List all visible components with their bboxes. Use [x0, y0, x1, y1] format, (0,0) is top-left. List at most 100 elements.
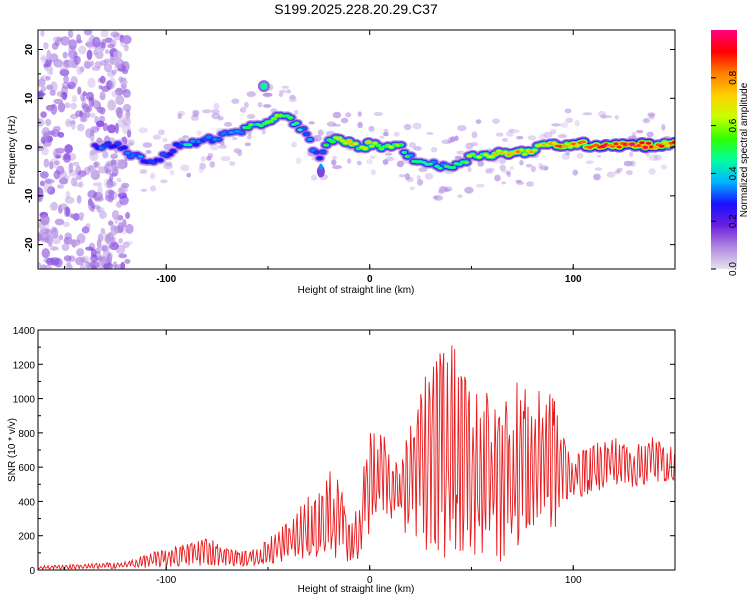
heat-ridge-blob	[330, 140, 336, 143]
heat-noise-blob	[117, 119, 125, 128]
heat-noise-blob	[63, 206, 69, 218]
heat-haze-blob	[498, 157, 507, 164]
heat-spot	[316, 165, 325, 178]
heat-noise-blob	[105, 49, 110, 54]
heat-haze-blob	[648, 154, 659, 161]
heat-haze-blob	[332, 155, 337, 160]
heat-noise-blob	[122, 35, 132, 45]
heat-noise-blob	[85, 128, 93, 139]
heat-haze-blob	[346, 158, 352, 164]
heat-noise-blob	[41, 248, 50, 259]
x-tick-label: -100	[156, 274, 176, 285]
heat-noise-blob	[99, 60, 107, 66]
heat-haze-blob	[295, 157, 302, 165]
heat-noise-blob	[90, 60, 95, 67]
heat-noise-blob	[59, 234, 64, 241]
heat-haze-blob	[413, 146, 422, 151]
heat-noise-blob	[107, 43, 115, 49]
x-tick-label: -100	[156, 575, 176, 586]
heat-haze-blob	[263, 104, 272, 108]
heat-ridge-blob	[580, 140, 587, 144]
heat-noise-blob	[38, 233, 43, 242]
heat-haze-blob	[246, 114, 256, 119]
heat-noise-blob	[54, 218, 65, 226]
heat-noise-blob	[115, 107, 124, 115]
heat-ridge-blob	[193, 142, 199, 147]
heat-haze-blob	[244, 101, 249, 109]
heat-noise-blob	[57, 131, 65, 138]
heat-noise-blob	[44, 178, 55, 184]
heat-haze-blob	[406, 176, 414, 183]
heat-noise-blob	[46, 64, 52, 75]
heat-haze-blob	[409, 186, 415, 191]
spectrogram-x-label: Height of straight line (km)	[298, 285, 415, 296]
heat-noise-blob	[62, 59, 71, 67]
heat-haze-blob	[369, 155, 376, 160]
heat-noise-blob	[59, 68, 70, 77]
heat-haze-blob	[560, 122, 569, 128]
heat-haze-blob	[574, 120, 580, 127]
heat-haze-blob	[606, 171, 616, 178]
heat-noise-blob	[49, 160, 54, 170]
heat-noise-blob	[103, 178, 112, 189]
heat-ridge-blob	[215, 137, 222, 142]
heat-noise-blob	[97, 185, 103, 197]
figure-title: S199.2025.228.20.29.C37	[274, 1, 438, 17]
y-tick-label: -20	[24, 237, 35, 252]
heat-noise-blob	[78, 212, 85, 219]
heat-haze-blob	[231, 98, 240, 104]
heat-haze-blob	[501, 137, 508, 142]
heat-noise-blob	[47, 130, 56, 136]
heat-haze-blob	[443, 188, 450, 192]
heat-noise-blob	[104, 163, 110, 174]
heat-noise-blob	[93, 196, 104, 202]
heat-noise-blob	[45, 118, 52, 126]
heat-ridge-blob	[629, 142, 636, 146]
heat-noise-blob	[67, 30, 74, 38]
heat-haze-blob	[477, 160, 485, 167]
heat-noise-blob	[63, 75, 69, 84]
heat-noise-blob	[72, 213, 80, 221]
heat-noise-blob	[90, 265, 97, 269]
colorbar-tick-label: 0.6	[728, 118, 739, 132]
heat-haze-blob	[199, 162, 207, 170]
y-tick-label: 200	[18, 532, 35, 543]
heat-haze-blob	[499, 164, 506, 171]
heat-noise-blob	[108, 220, 114, 226]
heat-noise-blob	[54, 160, 61, 166]
heat-noise-blob	[71, 239, 77, 248]
spectrogram-image	[38, 30, 675, 269]
heat-haze-blob	[527, 135, 537, 141]
heat-noise-blob	[71, 95, 78, 103]
heat-ridge-blob	[522, 152, 528, 156]
heat-haze-blob	[600, 114, 607, 119]
heat-haze-blob	[220, 155, 231, 162]
heat-ridge-blob	[476, 155, 482, 159]
heat-spot	[260, 82, 268, 90]
heat-noise-blob	[65, 190, 71, 200]
heat-haze-blob	[209, 161, 216, 168]
heat-ridge-blob	[362, 147, 368, 150]
heat-noise-blob	[70, 76, 78, 86]
heat-noise-blob	[114, 166, 120, 171]
heat-noise-blob	[87, 190, 97, 199]
heat-noise-blob	[45, 257, 56, 266]
heat-ridge-blob	[574, 144, 580, 147]
heat-haze-blob	[508, 128, 514, 133]
heat-ridge-blob	[375, 144, 381, 147]
heat-haze-blob	[447, 137, 453, 144]
heat-noise-blob	[70, 102, 77, 110]
heat-haze-blob	[648, 168, 656, 175]
heat-haze-blob	[177, 110, 186, 117]
heat-ridge-blob	[405, 155, 410, 158]
heat-noise-blob	[114, 87, 124, 96]
heat-noise-blob	[59, 203, 68, 211]
heat-noise-blob	[49, 66, 54, 76]
heat-ridge-blob	[92, 143, 98, 147]
colorbar-tick-label: 0.0	[728, 262, 739, 276]
heat-noise-blob	[88, 200, 95, 212]
heat-noise-blob	[70, 177, 78, 187]
heat-haze-blob	[430, 146, 438, 153]
heat-noise-blob	[43, 181, 53, 193]
heat-haze-blob	[291, 141, 298, 148]
